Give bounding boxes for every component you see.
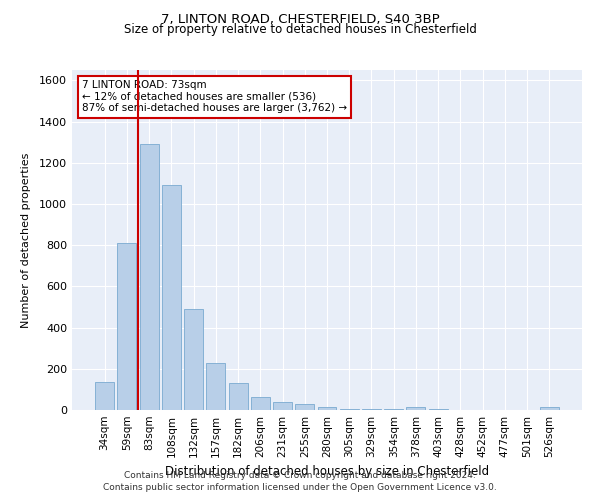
Bar bbox=[384, 409, 403, 410]
Bar bbox=[340, 409, 359, 410]
X-axis label: Distribution of detached houses by size in Chesterfield: Distribution of detached houses by size … bbox=[165, 466, 489, 478]
Bar bbox=[118, 243, 136, 410]
Bar bbox=[184, 309, 203, 410]
Bar bbox=[162, 186, 181, 410]
Bar bbox=[206, 362, 225, 410]
Y-axis label: Number of detached properties: Number of detached properties bbox=[20, 152, 31, 328]
Bar bbox=[140, 144, 158, 410]
Text: Contains public sector information licensed under the Open Government Licence v3: Contains public sector information licen… bbox=[103, 484, 497, 492]
Bar bbox=[229, 383, 248, 410]
Bar bbox=[295, 404, 314, 410]
Text: Contains HM Land Registry data © Crown copyright and database right 2024.: Contains HM Land Registry data © Crown c… bbox=[124, 471, 476, 480]
Bar bbox=[251, 396, 270, 410]
Bar bbox=[317, 407, 337, 410]
Bar bbox=[406, 407, 425, 410]
Text: 7, LINTON ROAD, CHESTERFIELD, S40 3BP: 7, LINTON ROAD, CHESTERFIELD, S40 3BP bbox=[161, 12, 439, 26]
Bar bbox=[540, 407, 559, 410]
Text: 7 LINTON ROAD: 73sqm
← 12% of detached houses are smaller (536)
87% of semi-deta: 7 LINTON ROAD: 73sqm ← 12% of detached h… bbox=[82, 80, 347, 114]
Bar bbox=[273, 402, 292, 410]
Bar bbox=[362, 409, 381, 410]
Bar bbox=[95, 382, 114, 410]
Text: Size of property relative to detached houses in Chesterfield: Size of property relative to detached ho… bbox=[124, 22, 476, 36]
